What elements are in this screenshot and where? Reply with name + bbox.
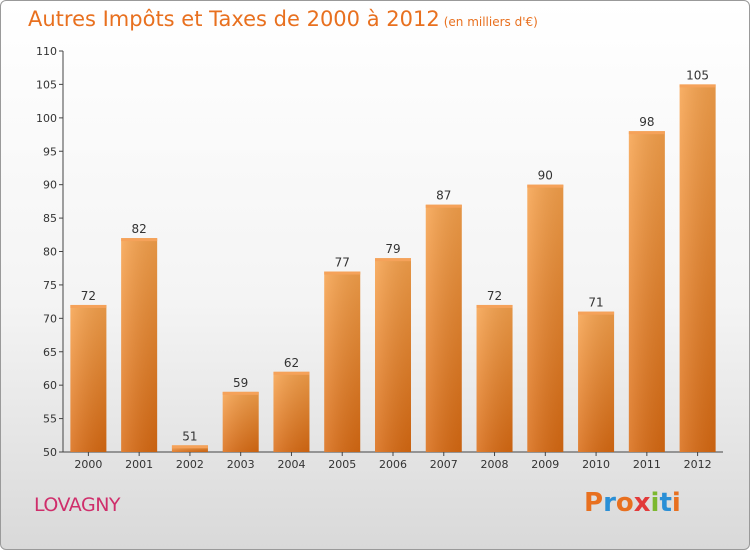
bar-cap-2008	[476, 304, 513, 308]
y-tick-label: 65	[43, 346, 57, 359]
data-label-2001: 82	[132, 222, 147, 236]
axes: 50 55 60 65 70 75 80 85 90 95 100 105 110 2000 2001 200…	[36, 45, 723, 471]
chart-subtitle: (en milliers d'€)	[443, 15, 538, 29]
bar-cap-2009	[527, 184, 564, 188]
data-label-2000: 72	[81, 289, 96, 303]
data-label-2004: 62	[284, 356, 299, 370]
logo-letter: r	[603, 488, 616, 518]
y-tick-label: 55	[43, 413, 57, 426]
y-tick-label: 80	[43, 246, 57, 259]
data-labels: 72 82 51 59 62 77 79 87 72 90 71 98 105	[81, 68, 709, 443]
y-tick-label: 110	[36, 45, 57, 58]
y-tick-label: 100	[36, 112, 57, 125]
chart-title: Autres Impôts et Taxes de 2000 à 2012 (en…	[28, 7, 538, 31]
bar-shade-2003	[222, 391, 259, 452]
bar-cap-2005	[324, 271, 361, 275]
x-tick-label-2004: 2004	[277, 458, 305, 471]
data-label-2002: 51	[182, 429, 197, 443]
data-label-2007: 87	[436, 189, 451, 203]
y-tick-label: 75	[43, 279, 57, 292]
x-tick-label-2005: 2005	[328, 458, 356, 471]
proxiti-logo[interactable]: Proxiti	[584, 488, 681, 518]
bar-cap-2010	[578, 311, 615, 315]
bars	[70, 84, 716, 453]
data-label-2009: 90	[538, 169, 553, 183]
logo-letter: i	[650, 488, 660, 518]
bar-shade-2000	[70, 304, 107, 452]
bar-shade-2012	[679, 84, 716, 453]
town-name: LOVAGNY	[34, 494, 121, 516]
y-tick-label: 90	[43, 179, 57, 192]
x-tick-label-2007: 2007	[430, 458, 458, 471]
bar-cap-2002	[171, 445, 208, 449]
bar-cap-2011	[628, 131, 665, 135]
chart-title-text: Autres Impôts et Taxes de 2000 à 2012	[28, 7, 440, 31]
data-label-2003: 59	[233, 376, 248, 390]
bar-shade-2008	[476, 304, 513, 452]
y-tick-label: 70	[43, 312, 57, 325]
bar-cap-2000	[70, 304, 107, 308]
data-label-2012: 105	[686, 68, 709, 82]
logo-letter: x	[633, 488, 651, 518]
y-tick-label: 85	[43, 212, 57, 225]
logo-letter: i	[671, 488, 681, 518]
x-tick-label-2002: 2002	[176, 458, 204, 471]
data-label-2010: 71	[588, 296, 603, 310]
x-tick-label-2001: 2001	[125, 458, 153, 471]
y-tick-label: 50	[43, 446, 57, 459]
x-tick-label-2003: 2003	[227, 458, 255, 471]
bar-shade-2009	[527, 184, 564, 452]
bar-shade-2007	[425, 204, 462, 452]
bar-cap-2003	[222, 391, 259, 395]
data-label-2005: 77	[335, 256, 350, 270]
bar-shade-2004	[273, 371, 310, 452]
x-tick-label-2008: 2008	[481, 458, 509, 471]
bar-shade-2010	[578, 311, 615, 452]
x-tick-label-2010: 2010	[582, 458, 610, 471]
bar-cap-2007	[425, 204, 462, 208]
bar-shade-2002	[171, 445, 208, 452]
bar-cap-2012	[679, 84, 716, 88]
bar-shade-2006	[375, 258, 411, 452]
data-label-2011: 98	[639, 115, 654, 129]
y-tick-label: 105	[36, 78, 57, 91]
bar-shade-2005	[324, 271, 361, 452]
logo-letter: o	[615, 488, 634, 518]
logo-letter: t	[659, 488, 672, 518]
logo-letter: P	[584, 488, 604, 518]
x-tick-label-2009: 2009	[531, 458, 559, 471]
y-tick-label: 95	[43, 145, 57, 158]
bar-shade-2011	[628, 131, 665, 452]
y-tick-label: 60	[43, 379, 57, 392]
bar-cap-2004	[273, 371, 310, 375]
data-label-2008: 72	[487, 289, 502, 303]
x-tick-label-2000: 2000	[74, 458, 102, 471]
x-tick-label-2011: 2011	[633, 458, 661, 471]
bar-shade-2001	[121, 238, 158, 452]
x-tick-label-2006: 2006	[379, 458, 407, 471]
bar-cap-2001	[121, 238, 158, 242]
bar-cap-2006	[375, 258, 411, 262]
x-tick-label-2012: 2012	[684, 458, 712, 471]
data-label-2006: 79	[385, 242, 400, 256]
